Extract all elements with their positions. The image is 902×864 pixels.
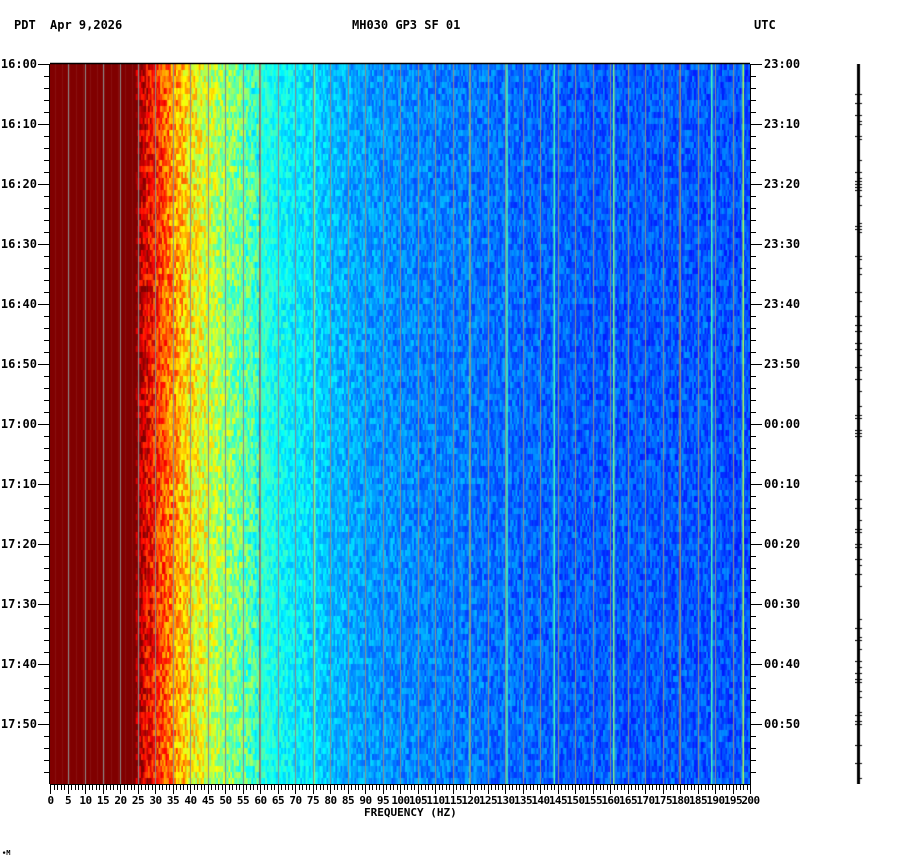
x-tick-label: 160 xyxy=(601,794,620,807)
x-tick-label: 30 xyxy=(149,794,162,807)
x-tick-label: 65 xyxy=(271,794,285,807)
x-tick-label: 45 xyxy=(201,794,215,807)
x-tick-label: 40 xyxy=(184,794,197,807)
y-tick-label-utc: 00:10 xyxy=(764,477,801,491)
y-tick-label-pdt: 17:00 xyxy=(0,417,37,431)
x-tick-label: 10 xyxy=(79,794,92,807)
station-title: MH030 GP3 SF 01 xyxy=(352,18,461,32)
x-tick-label: 90 xyxy=(359,794,372,807)
y-tick-label-pdt: 16:30 xyxy=(0,237,37,251)
x-tick-label: 95 xyxy=(376,794,390,807)
y-tick-label-pdt: 16:10 xyxy=(0,117,37,131)
y-tick-label-pdt: 16:00 xyxy=(0,57,37,71)
y-tick-label-utc: 23:00 xyxy=(764,57,801,71)
x-tick-label: 175 xyxy=(653,794,673,807)
x-tick-label: 125 xyxy=(478,794,498,807)
y-tick-label-pdt: 17:40 xyxy=(0,657,37,671)
timezone-left-label: PDT xyxy=(14,18,36,32)
x-tick-label: 130 xyxy=(496,794,515,807)
y-tick-label-utc: 23:50 xyxy=(764,357,801,371)
y-tick-label-pdt: 17:10 xyxy=(0,477,37,491)
x-tick-label: 115 xyxy=(443,794,463,807)
timezone-right-label: UTC xyxy=(754,18,776,32)
x-tick-label: 55 xyxy=(236,794,250,807)
y-tick-label-pdt: 17:30 xyxy=(0,597,37,611)
x-tick-label: 70 xyxy=(289,794,302,807)
x-tick-label: 105 xyxy=(408,794,428,807)
y-tick-label-pdt: 16:50 xyxy=(0,357,37,371)
x-tick-label: 100 xyxy=(391,794,410,807)
y-tick-label-pdt: 16:40 xyxy=(0,297,37,311)
spectrogram-heatmap xyxy=(50,64,750,784)
x-tick-label: 50 xyxy=(219,794,232,807)
x-tick-label: 140 xyxy=(531,794,550,807)
y-tick-label-utc: 00:50 xyxy=(764,717,801,731)
x-tick-label: 85 xyxy=(341,794,355,807)
y-tick-label-utc: 23:30 xyxy=(764,237,801,251)
y-tick-label-utc: 00:00 xyxy=(764,417,801,431)
x-tick-label: 20 xyxy=(114,794,127,807)
x-tick-label: 110 xyxy=(426,794,445,807)
x-tick-label: 190 xyxy=(706,794,725,807)
x-tick-label: 185 xyxy=(688,794,708,807)
y-tick-label-utc: 00:20 xyxy=(764,537,801,551)
x-tick-label: 0 xyxy=(47,794,54,807)
x-tick-label: 60 xyxy=(254,794,267,807)
x-axis-title: FREQUENCY (HZ) xyxy=(364,806,457,819)
x-tick-label: 80 xyxy=(324,794,337,807)
y-tick-label-utc: 23:40 xyxy=(764,297,801,311)
x-tick-label: 165 xyxy=(618,794,638,807)
x-tick-label: 180 xyxy=(671,794,690,807)
date-label: Apr 9,2026 xyxy=(50,18,123,32)
x-tick-label: 150 xyxy=(566,794,585,807)
x-tick-label: 135 xyxy=(513,794,533,807)
x-tick-label: 200 xyxy=(741,794,760,807)
seismic-trace xyxy=(855,64,863,784)
x-tick-label: 170 xyxy=(636,794,655,807)
y-tick-label-pdt: 17:20 xyxy=(0,537,37,551)
logo-icon: ∙M xyxy=(2,849,11,857)
y-tick-label-utc: 00:30 xyxy=(764,597,801,611)
y-tick-label-utc: 00:40 xyxy=(764,657,801,671)
y-tick-label-utc: 23:20 xyxy=(764,177,801,191)
x-tick-label: 195 xyxy=(723,794,743,807)
y-tick-label-utc: 23:10 xyxy=(764,117,801,131)
x-tick-label: 15 xyxy=(96,794,110,807)
x-tick-label: 5 xyxy=(64,794,72,807)
x-tick-label: 75 xyxy=(306,794,320,807)
x-tick-label: 25 xyxy=(131,794,145,807)
y-tick-label-pdt: 17:50 xyxy=(0,717,37,731)
x-tick-label: 120 xyxy=(461,794,480,807)
y-tick-label-pdt: 16:20 xyxy=(0,177,37,191)
x-tick-label: 35 xyxy=(166,794,180,807)
x-tick-label: 155 xyxy=(583,794,603,807)
x-tick-label: 145 xyxy=(548,794,568,807)
